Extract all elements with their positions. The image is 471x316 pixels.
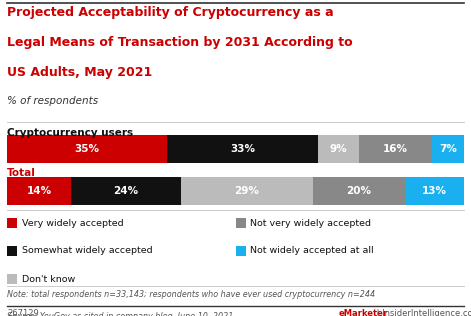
Bar <box>313 177 405 205</box>
Text: Note: total respondents n=33,143; respondents who have ever used cryptocurrency : Note: total respondents n=33,143; respon… <box>7 290 375 299</box>
Bar <box>7 135 167 163</box>
Text: US Adults, May 2021: US Adults, May 2021 <box>7 66 152 79</box>
Text: 14%: 14% <box>26 186 51 196</box>
Text: 20%: 20% <box>346 186 372 196</box>
Text: Total: Total <box>7 168 36 178</box>
Bar <box>405 177 464 205</box>
Text: 13%: 13% <box>422 186 447 196</box>
Text: Projected Acceptability of Cryptocurrency as a: Projected Acceptability of Cryptocurrenc… <box>7 6 333 19</box>
Bar <box>7 177 71 205</box>
Text: Somewhat widely accepted: Somewhat widely accepted <box>22 246 153 256</box>
Text: Not widely accepted at all: Not widely accepted at all <box>251 246 374 256</box>
Text: Source: YouGov as cited in company blog, June 10, 2021: Source: YouGov as cited in company blog,… <box>7 312 233 316</box>
Text: 267129: 267129 <box>7 309 39 316</box>
Text: 9%: 9% <box>330 144 347 154</box>
Text: Cryptocurrency users: Cryptocurrency users <box>7 128 133 138</box>
Text: eMarketer: eMarketer <box>339 309 388 316</box>
Bar <box>181 177 313 205</box>
Bar <box>318 135 359 163</box>
Bar <box>432 135 464 163</box>
Text: Very widely accepted: Very widely accepted <box>22 218 123 228</box>
Text: Legal Means of Transaction by 2031 According to: Legal Means of Transaction by 2031 Accor… <box>7 36 353 49</box>
Text: 16%: 16% <box>383 144 408 154</box>
Text: 7%: 7% <box>439 144 457 154</box>
Text: 33%: 33% <box>230 144 255 154</box>
Text: Not very widely accepted: Not very widely accepted <box>251 218 372 228</box>
Bar <box>71 177 181 205</box>
Text: 35%: 35% <box>74 144 99 154</box>
Text: 24%: 24% <box>113 186 138 196</box>
Text: 29%: 29% <box>235 186 260 196</box>
Text: % of respondents: % of respondents <box>7 96 98 106</box>
Text: | InsiderIntelligence.com: | InsiderIntelligence.com <box>374 309 471 316</box>
Text: Don't know: Don't know <box>22 275 75 283</box>
Bar <box>359 135 432 163</box>
Bar <box>167 135 318 163</box>
